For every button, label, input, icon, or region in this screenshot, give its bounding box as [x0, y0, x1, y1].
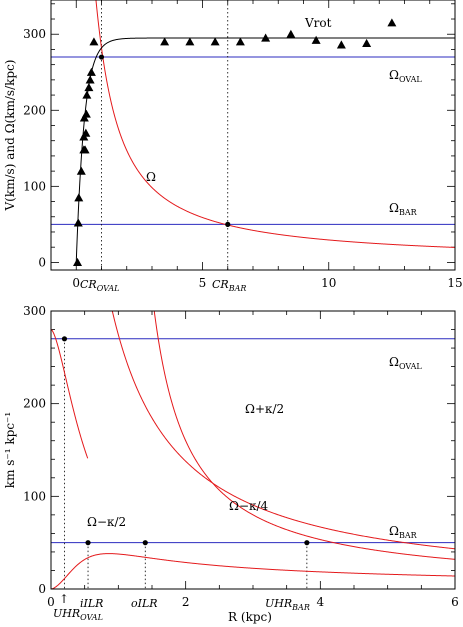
omega-minus-kappa-half-curve [51, 553, 455, 589]
vrot-triangle [86, 67, 96, 76]
top-x-tick-label: 10 [321, 276, 336, 290]
vrot-triangle [210, 37, 220, 46]
top-y-tick-label: 200 [23, 103, 46, 117]
vrot-triangle [89, 37, 99, 46]
omega-plus-kappa-half-label: Ω+κ/2 [245, 402, 284, 416]
resonance-dot [304, 540, 310, 546]
vrot-points [73, 18, 397, 266]
iilr-label: iILR [80, 597, 103, 610]
vrot-triangle [362, 38, 372, 47]
bottom-tick-labels: 0 2 4 6 0 100 200 300 [23, 304, 459, 609]
top-y-tick-label: 0 [38, 255, 46, 269]
vrot-triangle [81, 109, 91, 118]
resonance-dot [85, 540, 91, 546]
omega-minus-kappa-quarter-label: Ω−κ/4 [229, 499, 269, 513]
bottom-y-axis-label: km s⁻¹ kpc⁻¹ [3, 412, 17, 488]
cr-oval-dot [98, 54, 105, 60]
vrot-triangle [311, 35, 321, 44]
vrot-triangle [185, 37, 195, 46]
bottom-plot-frame [50, 310, 456, 590]
vrot-label: Vrot [304, 16, 332, 30]
top-tick-labels: 0 5 10 15 0 100 200 300 [23, 27, 463, 290]
vrot-triangle [84, 82, 94, 92]
vrot-triangle [74, 193, 84, 202]
top-y-tick-label: 300 [23, 27, 46, 41]
vrot-triangle [76, 166, 86, 175]
vrot-triangle [160, 37, 170, 46]
bottom-y-tick-label: 100 [23, 489, 46, 503]
vrot-triangle [81, 128, 91, 137]
uhr-oval-label: UHROVAL [53, 607, 103, 622]
vrot-triangle [73, 257, 83, 266]
bottom-x-tick-label: 2 [182, 595, 190, 609]
top-y-tick-label: 100 [23, 179, 46, 193]
resonance-dot [61, 336, 68, 342]
vrot-triangle [80, 145, 90, 154]
resonance-dot [142, 540, 148, 546]
top-y-axis-label: V(km/s) and Ω(km/s/kpc) [3, 60, 17, 212]
bottom-ticks [50, 310, 456, 590]
vrot-triangle [73, 218, 83, 227]
bottom-y-tick-label: 200 [23, 397, 46, 411]
uhr-bar-label: UHRBAR [265, 597, 310, 612]
bottom-y-tick-label: 300 [23, 304, 46, 318]
bottom-y-tick-label: 0 [38, 582, 46, 596]
uhr-oval-arrow: ↑ [59, 592, 69, 606]
top-plot-frame [50, 0, 456, 271]
bottom-x-axis-label: R (kpc) [228, 610, 272, 624]
omega-label: Ω [146, 170, 156, 184]
bottom-x-tick-label: 4 [317, 595, 325, 609]
omega-plus-kappa-half-curve [153, 311, 455, 560]
vrot-triangle [387, 18, 397, 27]
vrot-triangle [235, 37, 245, 46]
top-panel: 0 5 10 15 0 100 200 300 V(km/s) and Ω(km/s/kpc)… [3, 0, 463, 293]
omega-curve [95, 0, 455, 248]
top-omega-bar-label: ΩBAR [389, 201, 418, 217]
vrot-triangle [82, 90, 92, 99]
bottom-x-tick-label: 6 [451, 595, 459, 609]
vrot-triangle [336, 40, 346, 49]
omega-curve-bottom [51, 329, 89, 459]
vrot-triangle [85, 75, 95, 84]
top-x-tick-label: 0 [72, 276, 80, 290]
top-omega-oval-label: ΩOVAL [389, 68, 422, 84]
vrot-triangle [261, 33, 271, 42]
omega-minus-kappa-half-label: Ω−κ/2 [87, 515, 126, 529]
omega-minus-kappa-quarter-curve [111, 311, 455, 550]
top-ticks [51, 0, 456, 270]
bottom-omega-oval-label: ΩOVAL [389, 355, 422, 371]
resonance-points [61, 336, 310, 546]
cr-oval-label: CROVAL [80, 278, 119, 293]
bottom-panel: 0 2 4 6 0 100 200 300 km s⁻¹ kpc⁻¹ R (kpc) Ω+κ/… [3, 304, 459, 624]
cr-bar-dot [225, 221, 231, 227]
top-x-tick-label: 5 [199, 276, 207, 290]
vrot-triangle [286, 29, 296, 38]
oilr-label: oILR [131, 597, 158, 610]
bottom-omega-bar-label: ΩBAR [389, 524, 418, 540]
cr-bar-label: CRBAR [212, 278, 246, 293]
bottom-x-tick-label: 0 [47, 595, 55, 609]
top-x-tick-label: 15 [447, 276, 462, 290]
